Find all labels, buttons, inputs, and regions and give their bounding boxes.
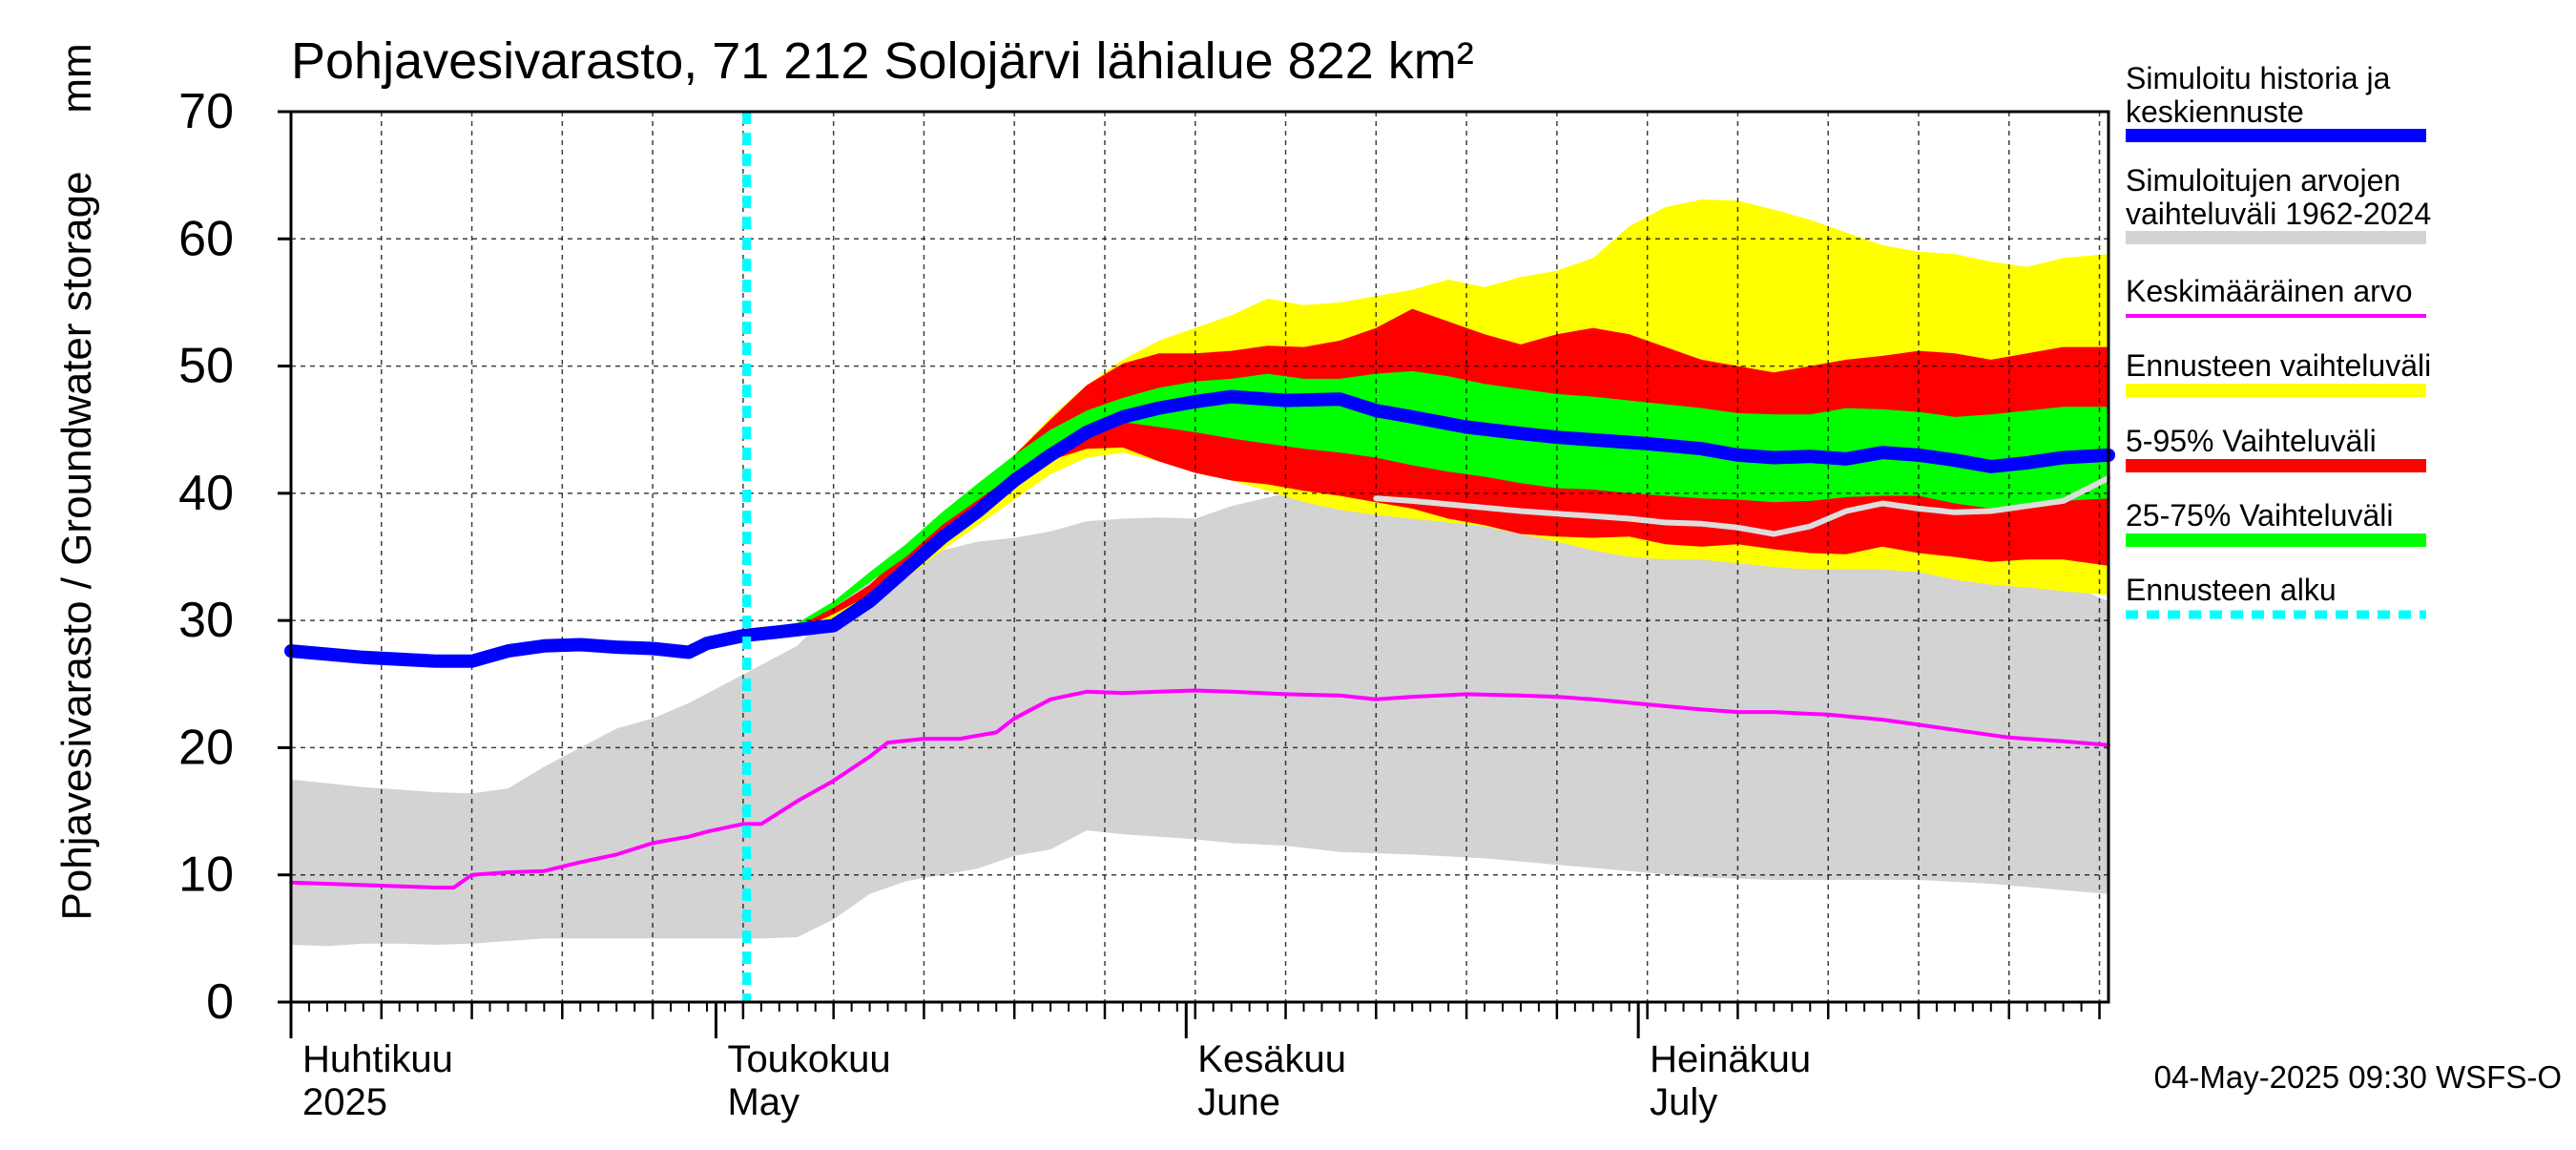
legend-label-line2: vaihteluväli 1962-2024 (2126, 197, 2431, 231)
y-tick-label: 60 (178, 211, 234, 266)
x-month-sublabel: July (1650, 1081, 1717, 1123)
band-p25_75 (797, 370, 2109, 627)
legend-label: Ennusteen vaihteluväli (2126, 348, 2431, 383)
legend-label: Keskimääräinen arvo (2126, 274, 2413, 308)
x-month-label: Kesäkuu (1197, 1038, 1346, 1080)
x-month-sublabel: May (727, 1081, 800, 1123)
x-month-sublabel: June (1197, 1081, 1280, 1123)
x-month-label: Heinäkuu (1650, 1038, 1811, 1080)
y-tick-label: 30 (178, 593, 234, 648)
bands-layer (291, 199, 2109, 947)
legend-label: 25-75% Vaihteluväli (2126, 498, 2393, 533)
legend-label: Simuloitujen arvojen (2126, 163, 2400, 198)
chart-title: Pohjavesivarasto, 71 212 Solojärvi lähia… (291, 32, 1474, 90)
y-axis-unit: mm (53, 43, 100, 113)
y-tick-label: 0 (206, 974, 234, 1030)
series-line-mean (289, 688, 2110, 889)
y-axis-label: Pohjavesivarasto / Groundwater storage (53, 171, 100, 920)
y-tick-label: 70 (178, 84, 234, 139)
y-tick-label: 20 (178, 720, 234, 775)
grid-layer (291, 112, 2109, 1002)
x-month-label: Huhtikuu (302, 1038, 453, 1080)
legend-label: Ennusteen alku (2126, 573, 2337, 607)
y-tick-label: 40 (178, 466, 234, 521)
legend-label-line2: keskiennuste (2126, 94, 2304, 129)
frame-layer (289, 110, 2110, 1004)
lines-layer (284, 112, 2115, 1002)
plot-frame (289, 110, 2110, 1004)
legend-label: Simuloitu historia ja (2126, 61, 2391, 95)
x-month-sublabel: 2025 (302, 1081, 387, 1123)
timestamp: 04-May-2025 09:30 WSFS-O (2154, 1059, 2562, 1095)
series-line-history (284, 389, 2115, 668)
series-line-median_line (1373, 474, 2111, 537)
x-month-label: Toukokuu (727, 1038, 890, 1080)
legend-label: 5-95% Vaihteluväli (2126, 424, 2377, 458)
y-tick-label: 10 (178, 847, 234, 903)
y-tick-label: 50 (178, 339, 234, 394)
